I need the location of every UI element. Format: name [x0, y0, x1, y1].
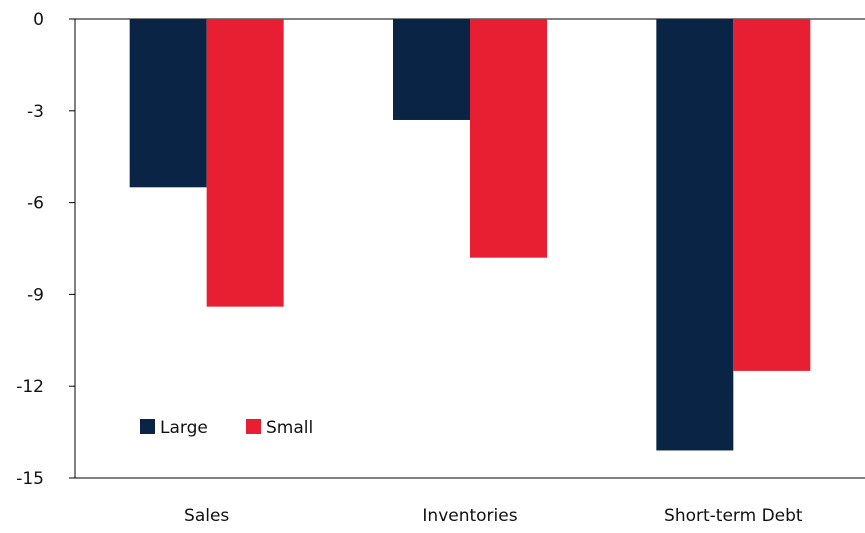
- bar-small-inventories: [470, 19, 547, 258]
- y-tick-label: 0: [33, 10, 44, 30]
- bar-small-sales: [206, 19, 284, 307]
- y-tick-label: -15: [16, 469, 44, 489]
- bar-large-sales: [129, 19, 207, 188]
- legend-item-large: Large: [140, 418, 208, 438]
- legend-item-small: Small: [246, 418, 313, 438]
- legend-label: Small: [266, 418, 313, 438]
- legend-swatch: [246, 419, 261, 434]
- bar-small-short-term-debt: [733, 19, 811, 371]
- legend-label: Large: [160, 418, 208, 438]
- x-tick-label: Inventories: [422, 506, 517, 526]
- bar-large-inventories: [393, 19, 470, 120]
- y-tick-label: -3: [27, 102, 44, 122]
- y-tick-label: -9: [27, 285, 44, 305]
- y-tick-label: -12: [16, 377, 44, 397]
- x-tick-label: Short-term Debt: [664, 506, 803, 526]
- y-tick-label: -6: [27, 194, 44, 214]
- legend-swatch: [140, 419, 155, 434]
- bar-large-short-term-debt: [656, 19, 734, 451]
- x-tick-label: Sales: [184, 506, 229, 526]
